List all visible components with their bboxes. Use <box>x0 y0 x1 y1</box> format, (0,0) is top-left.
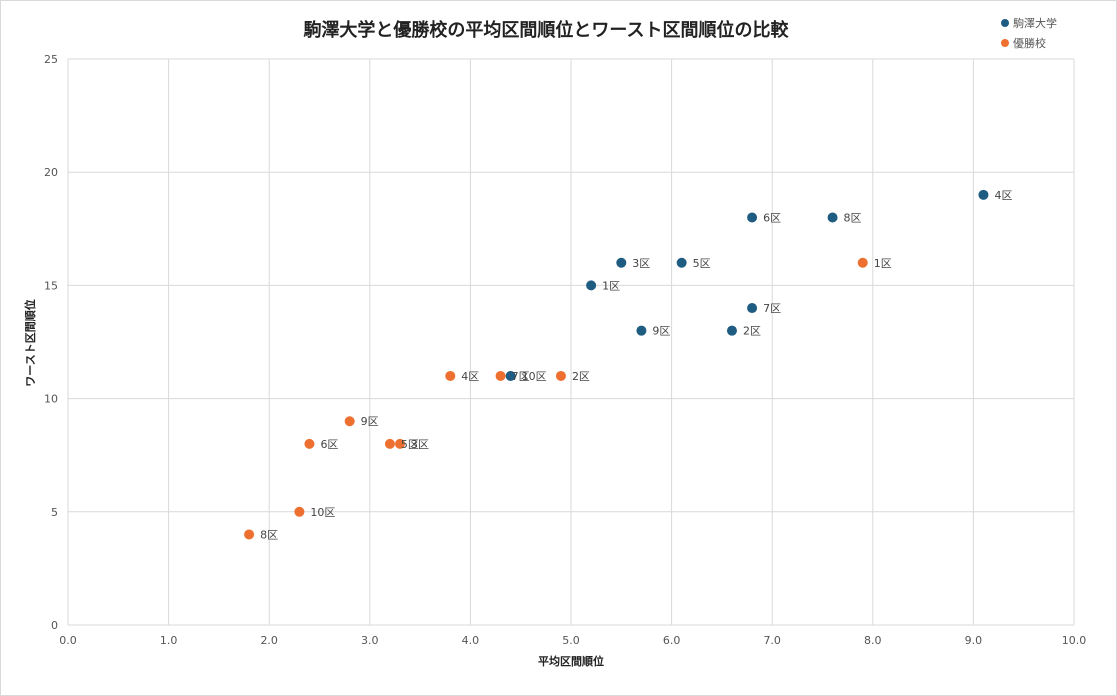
data-point <box>294 506 305 517</box>
data-point <box>747 212 758 223</box>
x-tick-label: 10.0 <box>1062 634 1087 647</box>
data-label: 6区 <box>320 438 338 451</box>
data-point <box>394 438 405 449</box>
data-point <box>747 303 758 314</box>
chart-title: 駒澤大学と優勝校の平均区間順位とワースト区間順位の比較 <box>303 19 789 41</box>
x-tick-label: 1.0 <box>160 634 178 647</box>
data-point <box>586 280 597 291</box>
data-point <box>344 416 355 427</box>
x-tick-label: 8.0 <box>864 634 882 647</box>
data-point <box>857 257 868 268</box>
data-label: 7区 <box>763 302 781 315</box>
y-tick-label: 20 <box>44 166 58 179</box>
data-point <box>495 370 506 381</box>
data-point <box>616 257 627 268</box>
data-point <box>244 529 255 540</box>
data-point <box>555 370 566 381</box>
data-label: 10区 <box>310 506 335 519</box>
data-label: 2区 <box>572 370 590 383</box>
y-tick-label: 10 <box>44 393 58 406</box>
data-label: 6区 <box>763 211 781 224</box>
data-label: 5区 <box>693 257 711 270</box>
data-label: 9区 <box>361 415 379 428</box>
data-label: 8区 <box>260 528 278 541</box>
data-label: 7区 <box>512 370 530 383</box>
legend-entry: 優勝校 <box>1013 36 1046 50</box>
data-label: 3区 <box>411 438 429 451</box>
data-point <box>978 189 989 200</box>
data-point <box>304 438 315 449</box>
y-tick-label: 0 <box>51 619 58 632</box>
x-tick-label: 5.0 <box>562 634 580 647</box>
data-point <box>827 212 838 223</box>
y-tick-label: 5 <box>51 506 58 519</box>
data-label: 5区 <box>401 438 419 451</box>
data-point <box>505 370 516 381</box>
y-tick-label: 25 <box>44 53 58 66</box>
x-tick-label: 9.0 <box>965 634 983 647</box>
data-point <box>384 438 395 449</box>
x-tick-label: 4.0 <box>462 634 480 647</box>
y-axis-title: ワースト区間順位 <box>23 299 37 386</box>
data-label: 1区 <box>874 257 892 270</box>
data-label: 4区 <box>994 189 1012 202</box>
data-points <box>244 189 989 540</box>
data-point <box>726 325 737 336</box>
data-label: 10区 <box>522 370 547 383</box>
legend-marker <box>1001 19 1009 27</box>
data-label: 3区 <box>632 257 650 270</box>
data-label: 2区 <box>743 325 761 338</box>
data-point <box>636 325 647 336</box>
data-label: 1区 <box>602 279 620 292</box>
x-tick-label: 3.0 <box>361 634 379 647</box>
data-label: 4区 <box>461 370 479 383</box>
x-tick-label: 2.0 <box>260 634 278 647</box>
y-tick-label: 15 <box>44 279 58 292</box>
data-point <box>445 370 456 381</box>
data-point <box>676 257 687 268</box>
x-tick-label: 7.0 <box>763 634 781 647</box>
legend-entry: 駒澤大学 <box>1013 16 1057 30</box>
legend-marker <box>1001 39 1009 47</box>
data-label: 9区 <box>652 325 670 338</box>
x-axis-title: 平均区間順位 <box>538 654 604 668</box>
data-labels: 1区 2区 3区 4区 5区 6区 7区 8区 9区 10区 1区 2区 3区 4区 5区 6区 7区 8区 9区 1… <box>260 189 1012 542</box>
x-tick-label: 0.0 <box>59 634 77 647</box>
axis-ticks: 0.0 1.0 2.0 3.0 4.0 5.0 6.0 7.0 8.0 9.0 10.0 0 5 10 15… <box>44 53 1086 647</box>
grid <box>67 58 1075 626</box>
x-tick-label: 6.0 <box>663 634 681 647</box>
data-label: 8区 <box>844 211 862 224</box>
